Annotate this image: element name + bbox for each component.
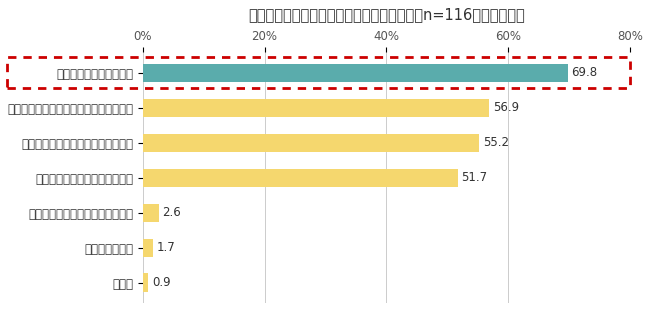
Text: 55.2: 55.2 [483, 136, 509, 149]
Bar [142, 169, 458, 187]
Bar [142, 204, 159, 222]
Bar [142, 99, 489, 117]
Title: 勤務先で副業・複業を許可するときの条件（n=116、複数回答）: 勤務先で副業・複業を許可するときの条件（n=116、複数回答） [248, 7, 525, 22]
Text: 56.9: 56.9 [493, 101, 519, 114]
Text: 1.7: 1.7 [157, 241, 176, 254]
Bar [142, 134, 479, 152]
Text: 0.9: 0.9 [152, 276, 170, 289]
Bar [142, 64, 568, 82]
Text: 51.7: 51.7 [462, 171, 488, 184]
Bar [142, 238, 153, 257]
Bar [142, 273, 148, 292]
Text: 69.8: 69.8 [571, 66, 598, 79]
Text: 2.6: 2.6 [162, 206, 181, 219]
